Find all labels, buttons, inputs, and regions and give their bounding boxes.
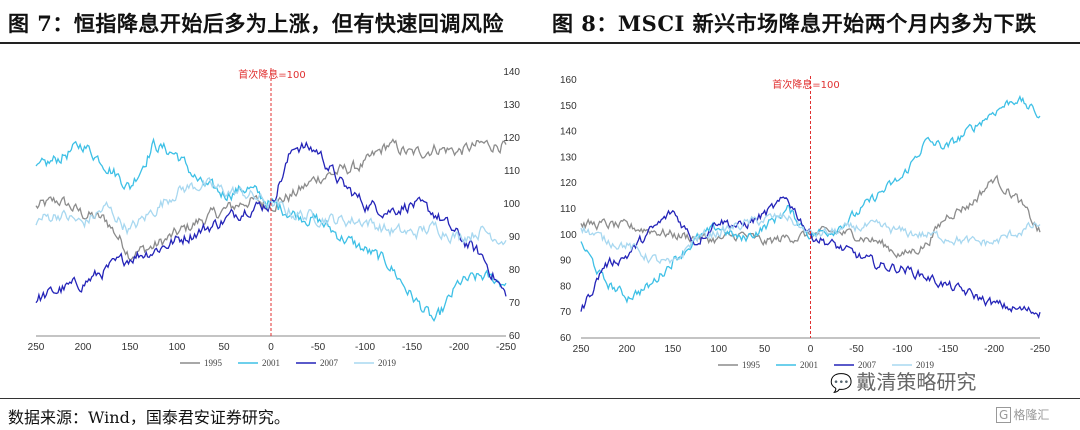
- logo-text: 格隆汇: [1013, 408, 1050, 422]
- y-tick-label: 130: [503, 100, 520, 111]
- y-tick-label: 60: [560, 333, 572, 344]
- x-tick-label: -50: [849, 344, 864, 355]
- series-line-2019: [580, 211, 1041, 265]
- x-tick-label: -250: [496, 342, 516, 353]
- x-tick-label: -50: [311, 342, 326, 353]
- x-tick-label: 150: [122, 342, 139, 353]
- legend-label-2007: 2007: [320, 358, 339, 368]
- x-tick-label: -150: [938, 344, 958, 355]
- y-tick-label: 140: [560, 127, 577, 138]
- x-tick-label: 100: [710, 344, 727, 355]
- y-tick-label: 90: [509, 232, 521, 243]
- chart-msci-em: 250 200 150 100 50 0 -50 -100 -150 -200 -250 60 70 80…: [560, 75, 1050, 370]
- gelonghui-logo-icon: G: [996, 407, 1012, 423]
- y-tick-label: 70: [509, 298, 521, 309]
- y-tick-label: 130: [560, 152, 577, 163]
- wechat-icon: 💬: [830, 373, 853, 394]
- legend-label-2019: 2019: [916, 360, 935, 370]
- footer-rule: [0, 398, 1080, 399]
- x-tick-label: 0: [268, 342, 274, 353]
- y-tick-label: 80: [560, 281, 572, 292]
- x-tick-label: 0: [808, 344, 814, 355]
- legend-label-2007: 2007: [858, 360, 877, 370]
- figure-7-title: 图 7：恒指降息开始后多为上涨，但有快速回调风险: [8, 11, 504, 36]
- gelonghui-logo: G 格隆汇: [996, 406, 1049, 423]
- x-tick-label: 200: [619, 344, 636, 355]
- x-tick-label: -150: [402, 342, 422, 353]
- y-tick-label: 140: [503, 67, 520, 78]
- x-tick-label: 150: [664, 344, 681, 355]
- x-tick-label: 100: [169, 342, 186, 353]
- x-tick-label: -200: [984, 344, 1004, 355]
- x-tick-label: 250: [28, 342, 45, 353]
- watermark-text: 戴清策略研究: [856, 370, 977, 394]
- first-cut-annotation: 首次降息=100: [238, 68, 305, 81]
- first-cut-annotation: 首次降息=100: [772, 78, 839, 91]
- legend-label-2001: 2001: [800, 360, 818, 370]
- y-tick-label: 90: [560, 256, 572, 267]
- watermark: 💬 戴清策略研究: [830, 366, 976, 395]
- y-tick-label: 110: [560, 204, 576, 215]
- x-tick-label: -250: [1030, 344, 1050, 355]
- y-tick-label: 70: [560, 307, 572, 318]
- x-tick-label: 50: [218, 342, 230, 353]
- x-tick-label: 50: [759, 344, 771, 355]
- y-tick-label: 100: [503, 199, 520, 210]
- source-note: 数据来源：Wind，国泰君安证券研究。: [8, 408, 290, 427]
- x-tick-label: -200: [449, 342, 469, 353]
- y-tick-label: 150: [560, 101, 577, 112]
- figure-8-title: 图 8：MSCI 新兴市场降息开始两个月内多为下跌: [552, 11, 1037, 36]
- legend-label-2001: 2001: [262, 358, 280, 368]
- legend-label-1995: 1995: [742, 360, 761, 370]
- header-rule: [0, 42, 1080, 44]
- x-tick-label: 250: [573, 344, 590, 355]
- y-tick-label: 160: [560, 75, 577, 86]
- y-tick-label: 120: [560, 178, 577, 189]
- x-tick-label: -100: [355, 342, 375, 353]
- x-tick-label: 200: [75, 342, 92, 353]
- y-tick-label: 120: [503, 133, 520, 144]
- x-tick-label: -100: [892, 344, 912, 355]
- y-tick-label: 100: [560, 230, 577, 241]
- legend-label-2019: 2019: [378, 358, 397, 368]
- y-tick-label: 80: [509, 265, 521, 276]
- y-tick-label: 60: [509, 331, 521, 342]
- y-tick-label: 110: [504, 166, 520, 177]
- legend-label-1995: 1995: [204, 358, 223, 368]
